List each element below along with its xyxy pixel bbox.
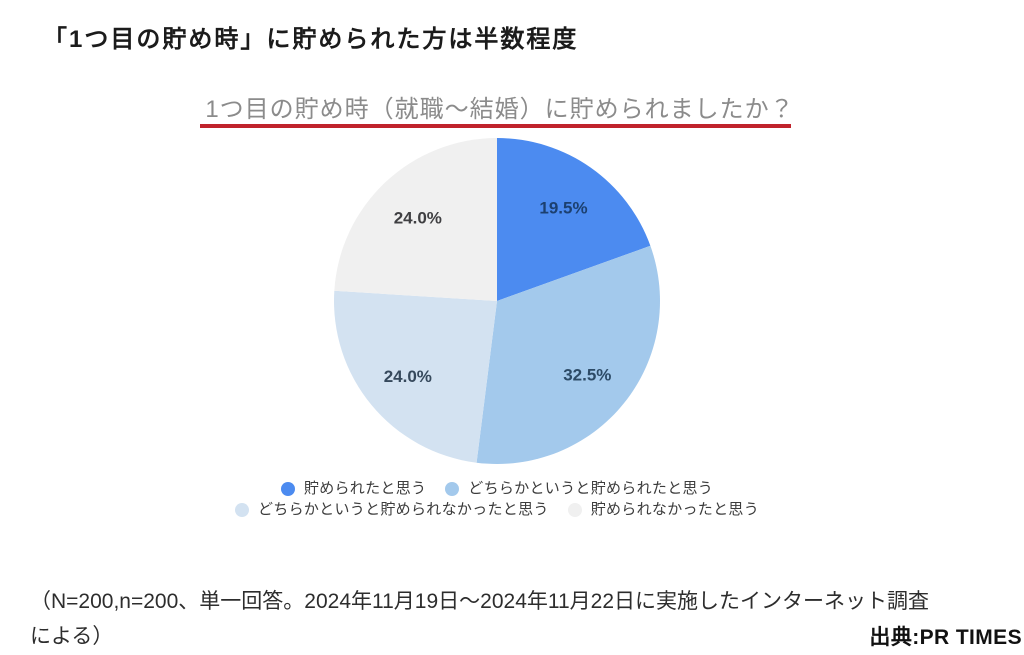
- legend-dot-icon: [234, 502, 249, 517]
- legend-item: どちらかというと貯められなかったと思う: [234, 500, 549, 519]
- source-credit: 出典:PR TIMES: [869, 626, 1022, 649]
- legend-row: 貯められたと思う どちらかというと貯められたと思う: [0, 479, 1009, 498]
- page-title: 「1つ目の貯め時」に貯められた方は半数程度: [43, 26, 579, 53]
- legend-label: 貯められなかったと思う: [590, 501, 759, 518]
- legend-dot-icon: [445, 481, 460, 496]
- footnote-line: （N=200,n=200、単一回答。2024年11月19日〜2024年11月22…: [30, 590, 930, 613]
- legend-label: どちらかというと貯められなかったと思う: [257, 501, 549, 518]
- legend-item: 貯められなかったと思う: [567, 500, 759, 519]
- pie-chart: 19.5% 32.5% 24.0% 24.0%: [333, 138, 660, 464]
- legend-item: 貯められたと思う: [280, 479, 427, 498]
- pie-slice-label: 24.0%: [394, 209, 442, 228]
- pie-slice: [334, 138, 497, 301]
- footnote: （N=200,n=200、単一回答。2024年11月19日〜2024年11月22…: [30, 584, 929, 654]
- pie-slice-label: 24.0%: [384, 367, 432, 386]
- pie-slice: [476, 245, 660, 464]
- legend-dot-icon: [280, 481, 295, 496]
- pie-slice-label: 19.5%: [539, 198, 587, 217]
- legend-item: どちらかというと貯められたと思う: [445, 479, 713, 498]
- pie-slice: [333, 290, 497, 463]
- title-underline: [200, 124, 791, 128]
- legend-dot-icon: [567, 502, 582, 517]
- legend-row: どちらかというと貯められなかったと思う 貯められなかったと思う: [0, 500, 1009, 519]
- pie-slice-label: 32.5%: [563, 365, 611, 384]
- pie-slice: [497, 138, 651, 301]
- chart-title-row: 1つ目の貯め時（就職〜結婚）に貯められましたか？: [0, 89, 1000, 124]
- chart-title: 1つ目の貯め時（就職〜結婚）に貯められましたか？: [205, 96, 795, 123]
- legend-label: どちらかというと貯められたと思う: [468, 480, 714, 497]
- legend-label: 貯められたと思う: [303, 480, 427, 497]
- footnote-line: による）: [30, 625, 114, 648]
